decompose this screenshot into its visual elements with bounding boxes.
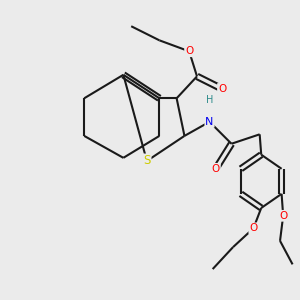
Text: O: O [249,223,257,233]
Text: N: N [205,117,214,127]
Text: O: O [218,84,226,94]
Text: H: H [206,95,213,105]
Text: O: O [279,211,287,221]
Text: O: O [212,164,220,174]
Text: S: S [143,154,151,167]
Text: O: O [185,46,193,56]
